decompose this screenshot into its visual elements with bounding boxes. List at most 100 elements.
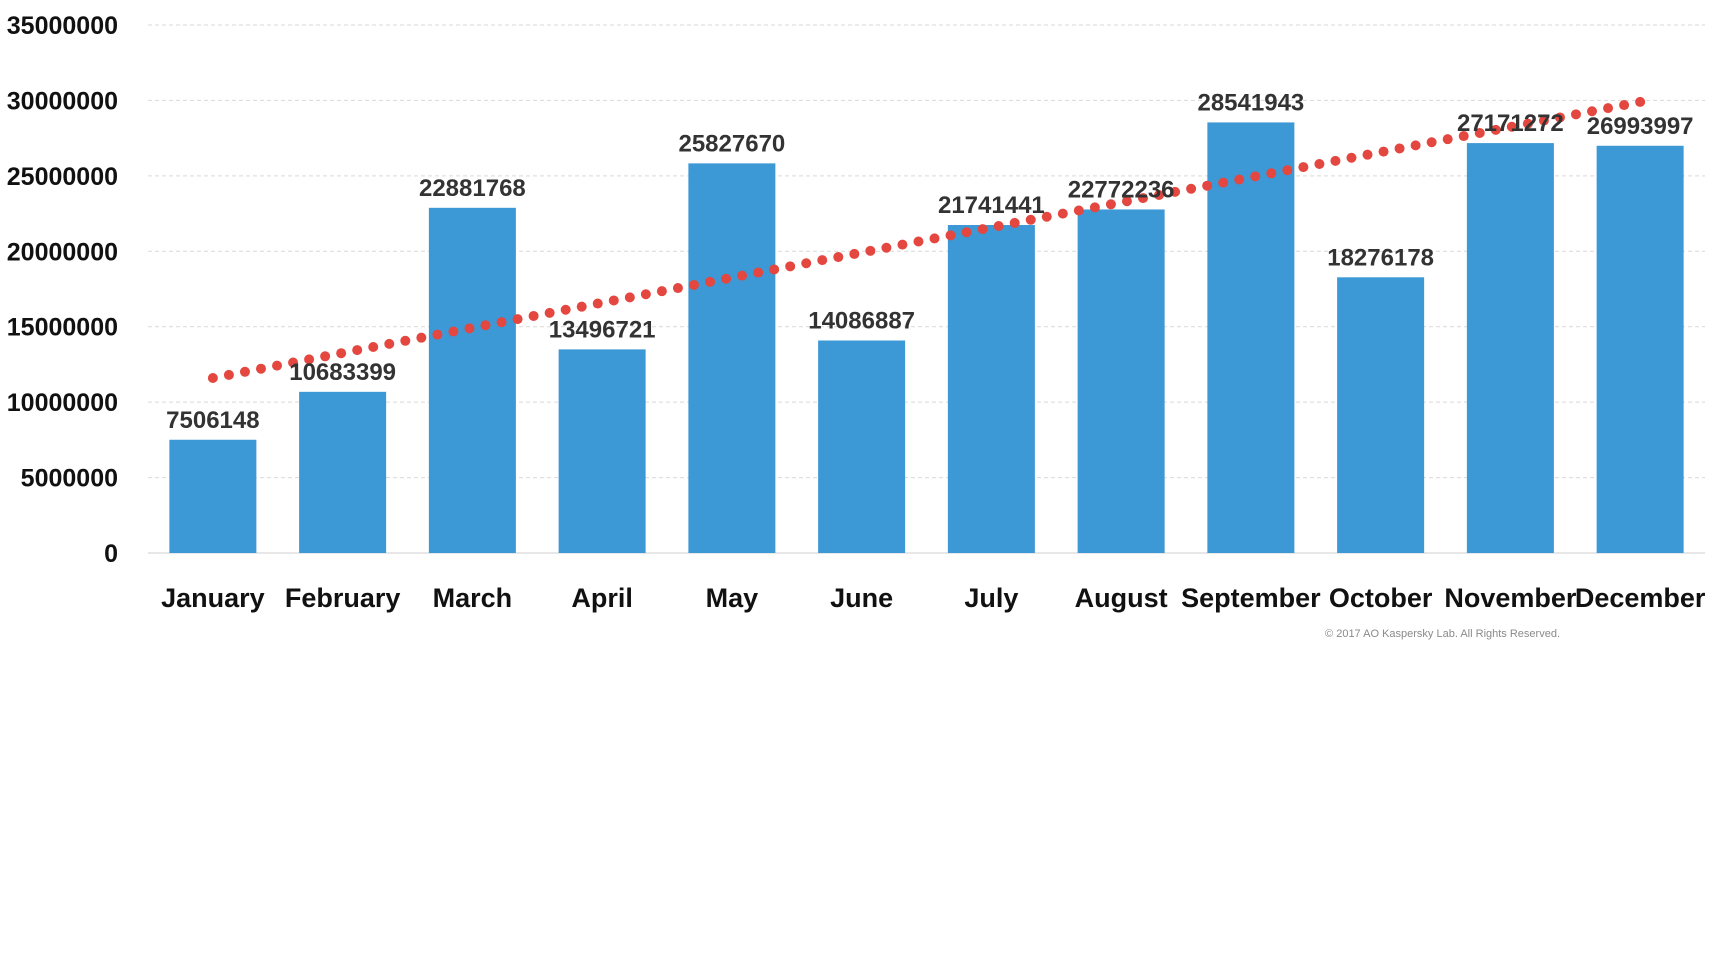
trendline-dot: [1330, 155, 1341, 166]
trendline-dot: [1137, 193, 1148, 204]
trendline-dot: [721, 273, 732, 284]
bar-september: [1207, 122, 1295, 553]
trendline-dot: [352, 345, 363, 356]
trendline-dot: [384, 338, 395, 349]
trendline-dot: [753, 267, 764, 278]
trendline-dot: [416, 332, 427, 343]
y-tick-label: 15000000: [7, 314, 118, 342]
trendline-dot: [1490, 124, 1501, 135]
y-tick-label: 10000000: [7, 389, 118, 417]
trendline-dot: [849, 248, 860, 259]
trendline-dot: [1378, 146, 1389, 157]
trendline-dot: [897, 239, 908, 250]
bars: [169, 122, 1684, 554]
trendline-dot: [560, 304, 571, 315]
trendline-dot: [432, 329, 443, 340]
trendline-dot: [1105, 199, 1116, 210]
trendline-dot: [272, 360, 283, 371]
trendline-dot: [544, 307, 555, 318]
trendline-dot: [1570, 109, 1581, 120]
x-tick-label: January: [161, 583, 265, 613]
trendline-dot: [207, 373, 218, 384]
trendline-dot: [769, 264, 780, 275]
trendline-dot: [320, 351, 331, 362]
trendline-dot: [865, 245, 876, 256]
trendline-dot: [881, 242, 892, 253]
trendline-dot: [336, 348, 347, 359]
trendline-dot: [1282, 165, 1293, 176]
trendline-dot: [368, 341, 379, 352]
trendline-dot: [1073, 205, 1084, 216]
x-tick-label: June: [830, 583, 893, 613]
data-label: 10683399: [289, 359, 396, 386]
trendline-dot: [592, 298, 603, 309]
trendline-dot: [672, 283, 683, 294]
trendline-dot: [817, 255, 828, 266]
bar-march: [428, 207, 516, 553]
bar-april: [558, 349, 646, 553]
trendline-dot: [1619, 100, 1630, 111]
trendline-dot: [1298, 162, 1309, 173]
data-label: 25827670: [678, 130, 785, 157]
trendline-dot: [1234, 174, 1245, 185]
bar-february: [299, 391, 387, 553]
trendline-dot: [223, 369, 234, 380]
trendline-dot: [1587, 106, 1598, 117]
data-labels: 7506148 10683399 22881768 13496721 25827670 1…: [166, 89, 1693, 433]
trendline-dot: [833, 252, 844, 263]
x-tick-label: May: [706, 583, 759, 613]
data-label: 14086887: [808, 307, 915, 334]
trendline-dot: [448, 326, 459, 337]
trendline-dot: [1170, 186, 1181, 197]
trendline-dot: [913, 236, 924, 247]
trendline-dot: [464, 323, 475, 334]
trendline-dot: [1635, 96, 1646, 107]
trendline-dot: [1522, 118, 1533, 129]
bar-june: [818, 340, 906, 553]
y-tick-label: 20000000: [7, 238, 118, 266]
trendline-dot: [688, 279, 699, 290]
trendline-dot: [1041, 211, 1052, 222]
trendline-dot: [737, 270, 748, 281]
bar-may: [688, 163, 776, 553]
trendline-dot: [239, 366, 250, 377]
trendline-dot: [1362, 149, 1373, 160]
trendline-dot: [1554, 112, 1565, 123]
y-tick-label: 5000000: [21, 465, 118, 493]
data-label: 28541943: [1197, 89, 1304, 116]
data-label: 13496721: [549, 316, 656, 343]
y-tick-label: 30000000: [7, 87, 118, 115]
x-tick-label: December: [1575, 583, 1706, 613]
bar-july: [947, 225, 1035, 553]
trendline-dot: [496, 317, 507, 328]
trendline-dot: [1121, 196, 1132, 207]
trendline-dot: [785, 261, 796, 272]
trendline-dot: [705, 276, 716, 287]
data-label: 22881768: [419, 175, 526, 202]
trendline-dot: [1025, 214, 1036, 225]
trendline-dot: [929, 233, 940, 244]
trendline-dot: [1426, 137, 1437, 148]
trendline-dot: [1009, 217, 1020, 228]
gridlines: [148, 24, 1705, 554]
trendline-dot: [1442, 134, 1453, 145]
bar-december: [1596, 145, 1684, 553]
x-tick-label: October: [1329, 583, 1433, 613]
data-label: 18276178: [1327, 244, 1434, 271]
x-tick-label: July: [964, 583, 1018, 613]
trendline-dot: [1474, 127, 1485, 138]
trendline-dot: [480, 320, 491, 331]
trendline-dot: [977, 224, 988, 235]
copyright-notice: © 2017 AO Kaspersky Lab. All Rights Rese…: [1325, 628, 1560, 640]
trendline-dot: [255, 363, 266, 374]
bar-january: [169, 439, 257, 553]
bar-august: [1077, 209, 1165, 554]
trendline-dot: [400, 335, 411, 346]
trendline-dot: [1394, 143, 1405, 154]
trendline-dot: [288, 357, 299, 368]
trendline-dot: [1538, 115, 1549, 126]
x-tick-label: August: [1075, 583, 1168, 613]
y-axis: 0 5000000 10000000 15000000 20000000 25000000…: [7, 12, 118, 568]
trendline: [207, 96, 1646, 384]
